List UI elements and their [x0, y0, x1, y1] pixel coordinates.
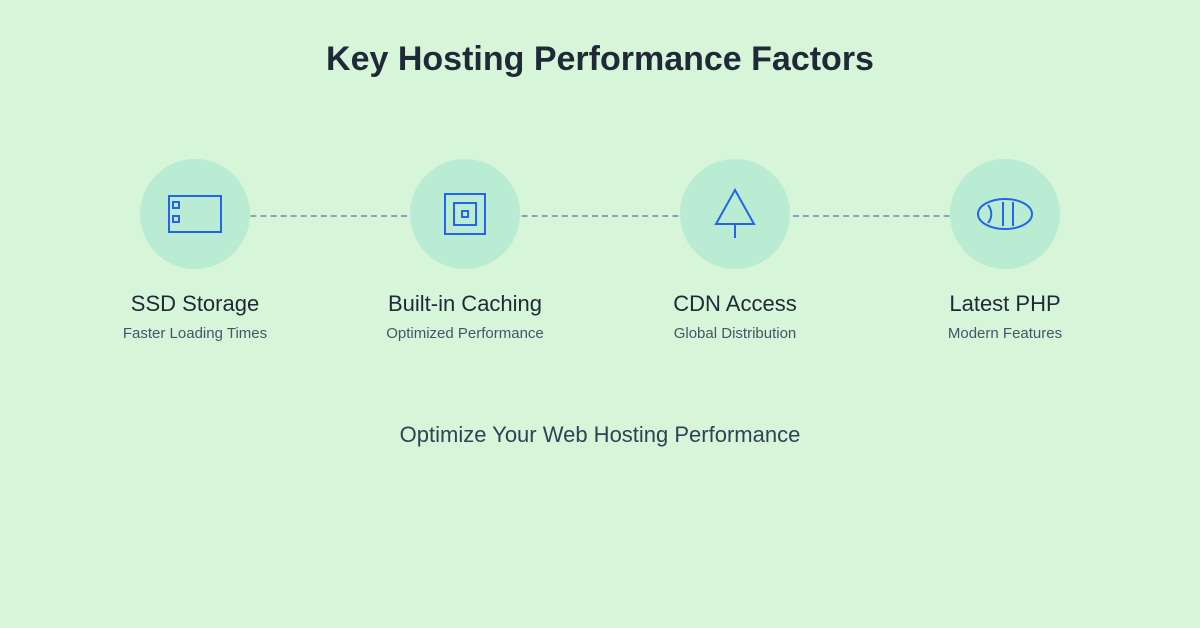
factor-cdn: CDN Access Global Distribution	[630, 159, 840, 342]
factor-subtitle: Faster Loading Times	[123, 325, 267, 342]
icon-bubble	[950, 159, 1060, 269]
factor-php: Latest PHP Modern Features	[900, 159, 1110, 342]
factor-ssd: SSD Storage Faster Loading Times	[90, 159, 300, 342]
icon-bubble	[140, 159, 250, 269]
infographic-page: Key Hosting Performance Factors SSD Stor…	[0, 0, 1200, 628]
icon-bubble	[680, 159, 790, 269]
ssd-icon	[167, 194, 223, 234]
factor-subtitle: Global Distribution	[674, 325, 797, 342]
factor-subtitle: Modern Features	[948, 325, 1062, 342]
factor-caching: Built-in Caching Optimized Performance	[360, 159, 570, 342]
footer-tagline: Optimize Your Web Hosting Performance	[400, 422, 801, 448]
factors-row: SSD Storage Faster Loading Times Built-i…	[90, 159, 1110, 342]
page-title: Key Hosting Performance Factors	[326, 40, 874, 79]
factor-title: Latest PHP	[949, 291, 1060, 317]
cdn-icon	[710, 186, 760, 242]
factor-title: Built-in Caching	[388, 291, 542, 317]
factor-title: SSD Storage	[131, 291, 259, 317]
php-icon	[975, 196, 1035, 232]
factor-subtitle: Optimized Performance	[386, 325, 544, 342]
factor-title: CDN Access	[673, 291, 796, 317]
cache-icon	[442, 191, 488, 237]
icon-bubble	[410, 159, 520, 269]
